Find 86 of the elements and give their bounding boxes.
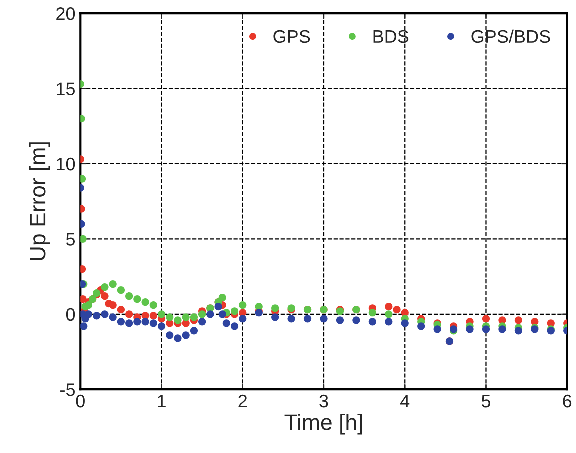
point: [109, 302, 117, 310]
point: [514, 327, 522, 335]
point: [222, 320, 230, 328]
point: [393, 306, 401, 314]
point: [239, 302, 247, 310]
point: [182, 332, 190, 340]
point: [84, 302, 93, 310]
point: [368, 318, 376, 326]
point: [272, 304, 280, 312]
point: [158, 310, 166, 318]
point: [190, 314, 198, 322]
point: [150, 312, 158, 320]
point: [117, 306, 126, 314]
point: [198, 318, 206, 326]
point: [134, 318, 142, 326]
point: [482, 326, 490, 334]
point: [320, 315, 328, 323]
point: [174, 316, 182, 324]
legend-label: BDS: [374, 30, 409, 44]
point: [230, 322, 239, 330]
point: [101, 310, 109, 318]
point: [352, 316, 360, 324]
legend-label: GPS/BDS: [472, 30, 550, 44]
point: [218, 310, 226, 318]
point: [482, 315, 490, 323]
y-tick-label: 5: [66, 233, 76, 246]
point: [142, 298, 150, 306]
point: [80, 235, 87, 243]
x-tick-label: 1: [158, 395, 166, 408]
point: [239, 315, 247, 323]
point: [134, 296, 142, 304]
point: [109, 280, 117, 288]
point: [117, 318, 126, 326]
point: [80, 322, 88, 330]
point: [174, 334, 182, 342]
legend-label: GPS: [274, 30, 310, 44]
point: [84, 310, 93, 318]
y-tick-label: -5: [60, 384, 76, 396]
y-tick-label: 0: [66, 308, 76, 322]
point: [230, 308, 239, 316]
point: [336, 316, 344, 324]
point: [498, 326, 506, 334]
point: [304, 315, 312, 323]
point: [190, 327, 198, 335]
point: [166, 314, 174, 322]
point: [93, 312, 101, 320]
x-tick-label: 2: [238, 394, 247, 408]
point: [101, 292, 109, 300]
point: [214, 303, 222, 311]
point: [166, 332, 174, 340]
y-tick-label: 10: [57, 158, 76, 171]
point: [198, 310, 206, 318]
point: [272, 314, 280, 322]
point: [158, 322, 166, 330]
point: [368, 309, 376, 317]
point: [109, 314, 117, 322]
y-tick-label: 20: [56, 8, 76, 20]
point: [206, 310, 214, 318]
x-tick-label: 4: [400, 395, 410, 408]
point: [385, 318, 393, 326]
point: [418, 322, 426, 330]
point: [150, 302, 158, 310]
point: [142, 318, 150, 326]
x-axis-title: Time [h]: [284, 414, 362, 435]
x-tick-label: 3: [320, 394, 328, 408]
y-axis-title: Up Error [m]: [29, 142, 50, 260]
point: [218, 294, 226, 302]
x-tick-label: 0: [76, 394, 85, 408]
point: [150, 320, 158, 328]
point: [401, 320, 409, 328]
point: [182, 314, 190, 322]
point: [288, 315, 296, 323]
x-tick-label: 6: [563, 394, 572, 408]
point: [466, 326, 474, 334]
point: [385, 310, 393, 318]
point: [385, 303, 393, 311]
point: [126, 320, 134, 328]
x-tick-label: 5: [482, 395, 491, 408]
point: [126, 310, 134, 318]
point: [514, 316, 522, 324]
point: [80, 296, 87, 304]
point: [101, 284, 109, 292]
point: [126, 292, 134, 300]
point: [117, 286, 126, 294]
point: [434, 326, 442, 334]
y-tick-label: 15: [57, 82, 76, 96]
